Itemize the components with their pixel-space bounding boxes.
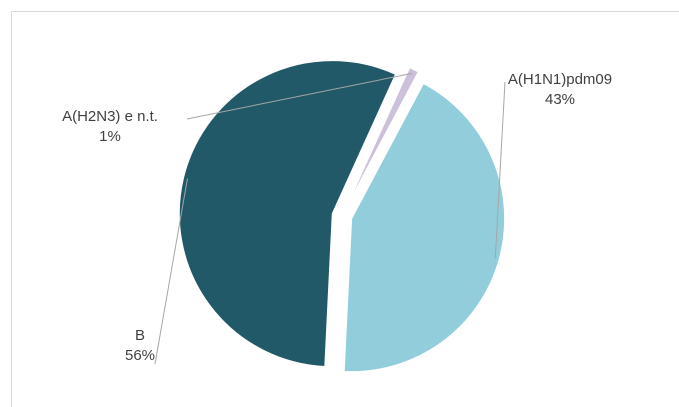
data-label-percent-2: 56%	[125, 347, 155, 364]
data-label-percent-1: 43%	[545, 91, 575, 108]
leader-line-2	[154, 178, 188, 365]
leader-line-1	[494, 81, 506, 259]
pie-slice-1	[343, 82, 506, 373]
pie-slice-3	[345, 67, 419, 208]
leader-line-3	[186, 72, 413, 120]
pie-slice-2	[178, 60, 397, 367]
data-label-name-1: A(H1N1)pdm09	[508, 71, 612, 88]
data-label-name-3: A(H2N3) e n.t.	[62, 108, 158, 125]
data-label-percent-3: 1%	[99, 128, 121, 145]
data-label-name-2: B	[135, 327, 145, 344]
